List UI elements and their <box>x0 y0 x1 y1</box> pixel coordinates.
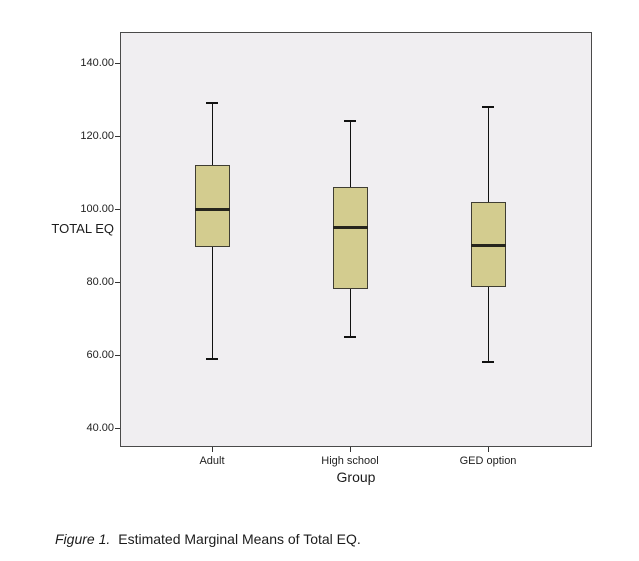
y-tick <box>115 62 120 64</box>
x-axis-title: Group <box>336 469 376 485</box>
whisker-cap-bottom-adult <box>206 357 218 360</box>
x-tick <box>349 447 351 452</box>
x-tick <box>211 447 213 452</box>
whisker-cap-bottom-high-school <box>344 335 356 338</box>
median-line-adult <box>194 207 230 211</box>
whisker-cap-top-high-school <box>344 120 356 123</box>
y-tick-label: 60.00 <box>86 348 114 361</box>
whisker-cap-top-ged-option <box>482 105 494 108</box>
y-tick <box>115 135 120 137</box>
median-line-high-school <box>332 225 368 229</box>
whisker-cap-bottom-ged-option <box>482 361 494 364</box>
y-tick <box>115 208 120 210</box>
box-adult <box>194 165 230 248</box>
median-line-ged-option <box>470 244 506 248</box>
figure-caption-text: Estimated Marginal Means of Total EQ. <box>118 531 361 547</box>
x-tick <box>487 447 489 452</box>
y-tick-label: 40.00 <box>86 421 114 434</box>
y-tick-label: 100.00 <box>80 202 114 215</box>
y-tick-label: 80.00 <box>86 275 114 288</box>
x-tick-label-high-school: High school <box>321 455 379 467</box>
y-axis-title: TOTAL EQ <box>51 221 114 236</box>
x-tick-label-ged-option: GED option <box>459 455 517 467</box>
box-high-school <box>332 187 368 290</box>
x-tick-label-adult: Adult <box>199 455 225 467</box>
y-tick <box>115 427 120 429</box>
whisker-cap-top-adult <box>206 102 218 105</box>
y-tick-label: 120.00 <box>80 129 114 142</box>
y-tick-label: 140.00 <box>80 56 114 69</box>
y-tick <box>115 354 120 356</box>
y-tick <box>115 281 120 283</box>
figure-caption-label: Figure 1. <box>55 531 111 547</box>
figure-caption: Figure 1. Estimated Marginal Means of Tot… <box>55 531 361 547</box>
